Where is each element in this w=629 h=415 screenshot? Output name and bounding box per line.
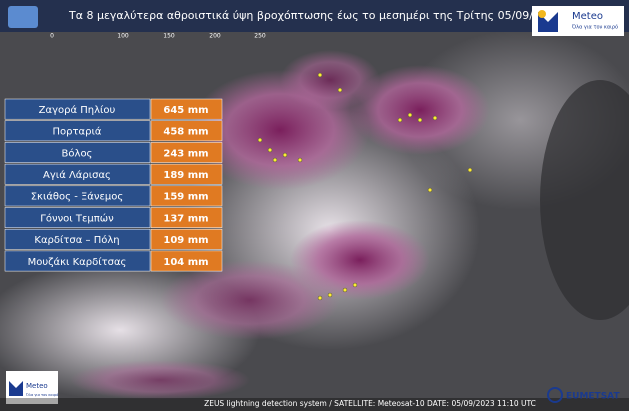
rainfall: 159 mm	[163, 192, 208, 203]
rainfall: 243 mm	[163, 148, 208, 159]
logo-bottom-tagline: Όλα για τον καιρό	[25, 393, 58, 397]
name-cell	[4, 185, 151, 207]
value-cell	[150, 120, 223, 142]
logo-top-name: Meteo	[572, 11, 603, 22]
rainfall: 458 mm	[163, 127, 208, 138]
rainfall: 189 mm	[163, 170, 208, 181]
scale-label: 150	[163, 33, 175, 40]
location: Καρδίτσα – Πόλη	[34, 234, 119, 246]
value-cell	[150, 185, 223, 207]
location: Βόλος	[62, 147, 93, 159]
location: Πορταριά	[53, 126, 102, 138]
location: Ζαγορά Πηλίου	[39, 104, 116, 116]
location: Μουζάκι Καρδίτσας	[28, 256, 127, 268]
scale-label: 250	[254, 33, 266, 40]
value-cell	[150, 228, 223, 250]
location: Αγιά Λάρισας	[43, 169, 111, 181]
scale-label: 0	[50, 33, 54, 40]
location: Γόννοι Τεμπών	[40, 212, 114, 224]
name-cell	[4, 250, 151, 272]
title: Τα 8 μεγαλύτερα αθροιστικά ύψη βροχόπτωσ…	[68, 9, 561, 22]
footer-bar	[0, 398, 629, 411]
logo-bottom-name: Meteo	[26, 382, 48, 390]
scale-label: 200	[209, 33, 221, 40]
value-cell	[150, 163, 223, 185]
rainfall: 104 mm	[163, 257, 208, 268]
name-cell	[4, 98, 151, 120]
logo-top-tagline: Όλα για τον καιρό	[571, 24, 618, 31]
name-cell	[4, 142, 151, 163]
value-cell	[150, 142, 223, 163]
name-cell	[4, 163, 151, 185]
rainfall: 645 mm	[163, 105, 208, 116]
name-cell	[4, 120, 151, 142]
rainfall: 109 mm	[163, 235, 208, 246]
name-cell	[4, 207, 151, 228]
logo-top-sun	[538, 10, 546, 18]
location: Σκιάθος - Ξάνεμος	[31, 191, 124, 203]
clouds	[0, 30, 629, 400]
weather-icon	[8, 6, 38, 28]
title-bar	[0, 0, 629, 32]
logo-bottom-mark	[9, 381, 23, 396]
table: Ζαγορά Πηλίου 645 mm Πορταριά 458 mm Βόλος 24…	[4, 98, 223, 272]
value-cell	[150, 207, 223, 228]
scale: 0 100 150 200 250	[50, 33, 266, 40]
value-cell	[150, 98, 223, 120]
value-cell	[150, 250, 223, 272]
eumetsat-logo	[547, 387, 563, 403]
eumetsat: EUMETSAT	[566, 392, 620, 402]
footer: ZEUS lightning detection system / SATELL…	[204, 399, 536, 408]
name-cell	[4, 228, 151, 250]
scale-label: 100	[117, 33, 129, 40]
rainfall: 137 mm	[163, 213, 208, 224]
lightning-dots	[257, 72, 473, 301]
